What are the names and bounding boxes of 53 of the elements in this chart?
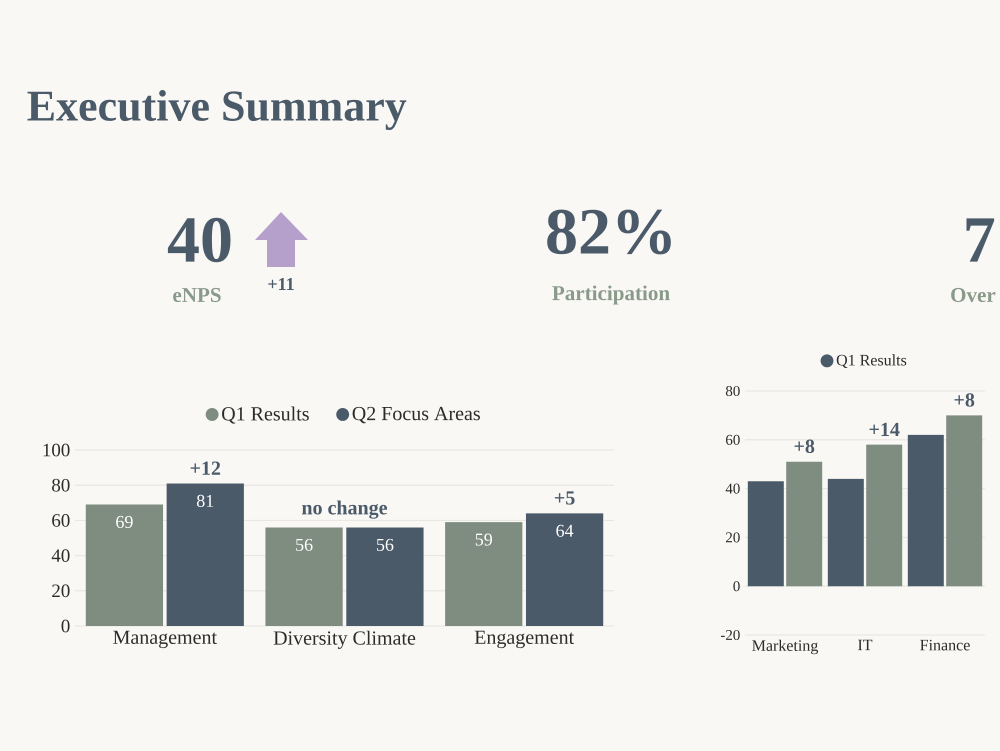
bar: [786, 462, 822, 586]
bar: [526, 513, 604, 626]
text: +11: [268, 278, 294, 290]
bar: [828, 478, 864, 586]
y-tick-label: 60: [726, 434, 740, 445]
legend-label: Q1 Results: [222, 406, 309, 424]
bar: [748, 481, 784, 586]
y-tick-label: 80: [52, 478, 70, 492]
y-tick-label: 0: [62, 620, 70, 632]
bar: [445, 522, 522, 626]
bar: [946, 415, 982, 586]
annotation: +12: [190, 461, 220, 475]
legend-label: Q2 Focus Areas: [352, 406, 480, 424]
y-tick-label: 80: [726, 386, 740, 396]
text: 7: [966, 218, 994, 262]
text: eNPS: [173, 288, 221, 302]
x-tick-label: Finance: [920, 640, 970, 650]
x-tick-label: Diversity Climate: [274, 630, 416, 649]
bar: [866, 444, 902, 586]
data-label: 56: [296, 538, 313, 551]
legend-label: Q1 Results: [836, 354, 906, 368]
y-tick-label: 20: [726, 532, 740, 542]
text: Executive Summary: [27, 90, 406, 130]
x-tick-label: IT: [858, 640, 872, 650]
data-label: 64: [556, 524, 574, 537]
bar: [166, 483, 244, 626]
x-tick-label: Management: [113, 630, 217, 648]
y-tick-label: 0: [733, 581, 740, 592]
y-tick-label: 20: [52, 584, 70, 598]
x-tick-label: Engagement: [474, 630, 574, 648]
annotation: +14: [870, 422, 900, 436]
y-tick-label: 40: [52, 549, 70, 562]
y-tick-label: 40: [726, 484, 740, 494]
bar: [908, 434, 944, 586]
text: Participation: [552, 285, 670, 305]
data-label: 56: [376, 538, 394, 551]
annotation: +8: [794, 440, 814, 454]
annotation: +8: [954, 393, 974, 407]
annotation: +5: [554, 491, 575, 505]
data-label: 59: [476, 534, 492, 546]
y-tick-label: 60: [52, 514, 70, 527]
text: 82%: [547, 210, 671, 254]
data-label: 69: [116, 516, 133, 528]
y-tick-label: -20: [720, 630, 740, 640]
bar: [86, 504, 164, 626]
bar: [265, 527, 343, 626]
data-label: 81: [196, 494, 214, 507]
bar: [346, 527, 424, 626]
text: 40: [168, 218, 230, 262]
x-tick-label: Marketing: [752, 640, 818, 654]
y-tick-label: 100: [44, 444, 70, 456]
annotation: no change: [302, 500, 388, 519]
text: Over: [951, 288, 996, 302]
